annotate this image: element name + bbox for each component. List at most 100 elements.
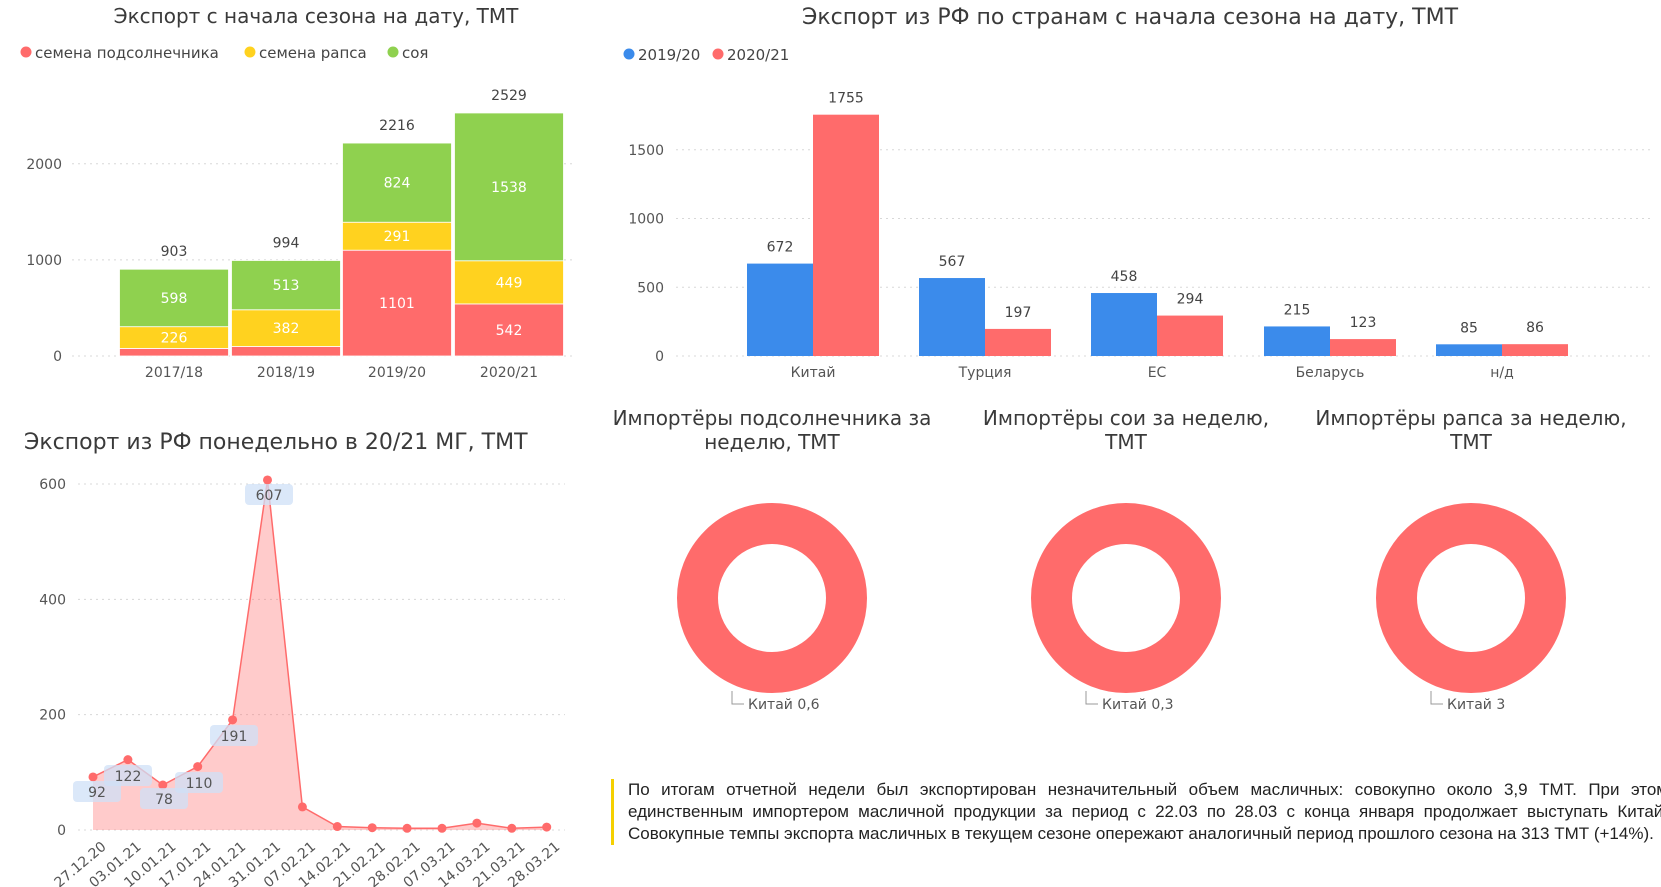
segment-value-label: 382 — [273, 321, 300, 337]
legend-label: 2019/20 — [638, 46, 700, 64]
x-tick-label: Китай — [791, 365, 836, 381]
segment-value-label: 449 — [496, 275, 523, 291]
bar-total-label: 903 — [161, 244, 188, 260]
segment-value-label: 513 — [273, 278, 300, 294]
data-label: 122 — [115, 769, 142, 785]
slice-leader-line — [1085, 691, 1098, 705]
donut-soy: Импортёры сои за неделю,ТМТ Китай 0,3 — [983, 406, 1269, 713]
data-label: 78 — [155, 792, 173, 808]
slice-label: Китай 3 — [1447, 697, 1505, 713]
area-fill — [93, 479, 547, 830]
y-tick-label: 400 — [39, 592, 66, 608]
legend-label: соя — [402, 44, 428, 62]
donut-title-line: неделю, ТМТ — [704, 430, 840, 454]
data-label-box — [245, 484, 293, 505]
x-tick-label: н/д — [1490, 365, 1514, 381]
y-tick-label: 0 — [655, 349, 664, 365]
stacked-bar-segment — [342, 249, 452, 357]
segment-value-label: 226 — [161, 331, 188, 347]
country-bar — [985, 328, 1051, 356]
commentary-text: По итогам отчетной недели был экспортиро… — [611, 779, 1661, 845]
data-point — [402, 823, 412, 833]
country-bar — [1330, 339, 1396, 356]
season-export-legend: семена подсолнечника семена рапса соя — [20, 44, 428, 62]
donut-slice — [1031, 503, 1221, 693]
data-point — [472, 818, 482, 828]
x-tick-label: 2019/20 — [368, 365, 426, 381]
season-export-chart: Экспорт с начала сезона на дату, ТМТ сем… — [20, 4, 572, 381]
y-tick-label: 200 — [39, 708, 66, 724]
season-export-title: Экспорт с начала сезона на дату, ТМТ — [114, 4, 520, 28]
country-bar — [1091, 293, 1157, 356]
data-point — [263, 475, 272, 485]
bar-value-label: 567 — [939, 254, 966, 270]
legend-marker — [623, 48, 635, 60]
data-point — [437, 823, 447, 833]
x-tick-label: Беларусь — [1296, 365, 1365, 381]
segment-value-label: 1101 — [379, 296, 415, 312]
y-tick-label: 1000 — [628, 212, 664, 228]
stacked-bar-segment — [119, 348, 229, 357]
donut-title-line: ТМТ — [1104, 430, 1147, 454]
legend-marker — [387, 46, 399, 58]
bar-value-label: 85 — [1460, 320, 1478, 336]
donut-slice — [1376, 503, 1566, 693]
weekly-export-chart: Экспорт из РФ понедельно в 20/21 МГ, ТМТ… — [24, 430, 565, 887]
data-label: 191 — [221, 729, 248, 745]
x-tick-label: 2018/19 — [257, 365, 315, 381]
stacked-bar-segment — [119, 268, 229, 328]
weekly-export-title: Экспорт из РФ понедельно в 20/21 МГ, ТМТ — [24, 430, 528, 455]
bar-value-label: 672 — [767, 240, 794, 256]
stacked-bar-segment — [454, 112, 564, 262]
data-label: 607 — [256, 488, 283, 504]
bar-value-label: 197 — [1005, 305, 1032, 321]
country-export-legend: 2019/20 2020/21 — [623, 46, 789, 64]
slice-label: Китай 0,6 — [748, 697, 820, 713]
y-tick-label: 0 — [53, 349, 62, 365]
data-label-box — [140, 788, 188, 809]
bar-total-label: 2529 — [491, 88, 527, 104]
data-label-box — [73, 781, 121, 802]
legend-label: 2020/21 — [727, 46, 789, 64]
country-bar — [1157, 315, 1223, 356]
bar-value-label: 123 — [1350, 315, 1377, 331]
legend-marker — [712, 48, 724, 60]
x-tick-label: 2020/21 — [480, 365, 538, 381]
donut-title-line: Импортёры рапса за неделю, — [1315, 406, 1626, 430]
y-tick-label: 1500 — [628, 143, 664, 159]
x-tick-label: ЕС — [1148, 365, 1167, 381]
y-tick-label: 2000 — [26, 157, 62, 173]
y-tick-label: 1000 — [26, 253, 62, 269]
bar-value-label: 215 — [1284, 302, 1311, 318]
data-point — [507, 823, 517, 833]
country-export-chart: Экспорт из РФ по странам с начала сезона… — [623, 5, 1650, 381]
donut-slice — [677, 503, 867, 693]
segment-value-label: 1538 — [491, 180, 527, 196]
segment-value-label: 824 — [384, 176, 411, 192]
segment-value-label: 291 — [384, 229, 411, 245]
data-point — [367, 823, 377, 833]
y-tick-label: 600 — [39, 477, 66, 493]
country-bar — [1436, 344, 1502, 356]
donut-title-line: Импортёры подсолнечника за — [613, 406, 932, 430]
segment-value-label: 598 — [161, 291, 188, 307]
stacked-bar-segment — [454, 260, 564, 305]
y-tick-label: 500 — [637, 280, 664, 296]
data-label-box — [104, 765, 152, 786]
data-point — [332, 822, 342, 832]
slice-leader-line — [731, 691, 744, 705]
donut-rapeseed: Импортёры рапса за неделю,ТМТ Китай 3 — [1315, 406, 1626, 713]
bar-value-label: 294 — [1177, 292, 1204, 308]
stacked-bar-segment — [342, 142, 452, 223]
bar-total-label: 994 — [273, 235, 300, 251]
data-point — [228, 715, 238, 725]
series-line — [92, 479, 547, 830]
donut-title-line: Импортёры сои за неделю, — [983, 406, 1269, 430]
slice-label: Китай 0,3 — [1102, 697, 1174, 713]
x-tick-label: 2017/18 — [145, 365, 203, 381]
country-bar — [813, 114, 879, 356]
data-label-box — [175, 772, 223, 793]
